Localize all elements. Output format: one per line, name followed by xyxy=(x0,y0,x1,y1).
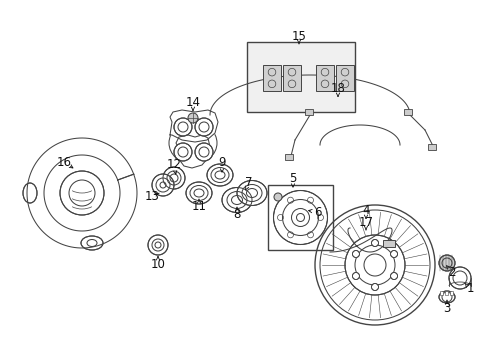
Text: 12: 12 xyxy=(166,158,181,171)
Circle shape xyxy=(195,143,213,161)
Circle shape xyxy=(273,193,282,201)
Text: 8: 8 xyxy=(233,208,240,221)
Text: 9: 9 xyxy=(218,157,225,170)
Polygon shape xyxy=(170,110,218,142)
Text: 17: 17 xyxy=(358,216,373,229)
Circle shape xyxy=(60,171,104,215)
Circle shape xyxy=(148,235,168,255)
Bar xyxy=(382,240,394,247)
Text: 5: 5 xyxy=(289,171,296,184)
Text: 1: 1 xyxy=(465,283,473,296)
Bar xyxy=(267,185,332,250)
Text: 10: 10 xyxy=(150,258,165,271)
Ellipse shape xyxy=(81,236,103,250)
Ellipse shape xyxy=(169,122,217,164)
Text: 15: 15 xyxy=(291,30,306,42)
Text: 3: 3 xyxy=(443,302,450,315)
Circle shape xyxy=(448,267,470,289)
Ellipse shape xyxy=(222,188,251,212)
Text: 13: 13 xyxy=(144,189,159,202)
Bar xyxy=(246,42,354,112)
Text: 14: 14 xyxy=(185,95,200,108)
Text: 16: 16 xyxy=(57,156,71,168)
Text: 6: 6 xyxy=(314,206,321,219)
Bar xyxy=(285,154,292,160)
Ellipse shape xyxy=(23,183,37,203)
Bar xyxy=(439,291,442,295)
Bar xyxy=(403,109,411,115)
Circle shape xyxy=(174,118,192,136)
Circle shape xyxy=(345,235,404,295)
Ellipse shape xyxy=(438,291,454,303)
Circle shape xyxy=(390,273,397,279)
Bar xyxy=(444,291,447,295)
Polygon shape xyxy=(176,135,209,168)
Circle shape xyxy=(371,284,378,291)
Circle shape xyxy=(371,239,378,247)
Bar xyxy=(263,65,280,91)
Bar xyxy=(427,144,435,150)
Circle shape xyxy=(438,255,454,271)
Circle shape xyxy=(195,118,213,136)
Bar xyxy=(283,65,300,91)
Ellipse shape xyxy=(185,182,212,204)
Bar xyxy=(305,109,312,115)
Circle shape xyxy=(163,167,184,189)
Text: 11: 11 xyxy=(191,201,206,213)
Bar xyxy=(449,291,452,295)
Circle shape xyxy=(152,174,174,196)
Circle shape xyxy=(390,251,397,257)
Bar xyxy=(336,65,353,91)
Circle shape xyxy=(273,190,327,244)
Circle shape xyxy=(352,273,359,279)
Ellipse shape xyxy=(237,180,266,206)
Text: 2: 2 xyxy=(447,266,455,279)
Circle shape xyxy=(174,143,192,161)
Text: 4: 4 xyxy=(362,203,369,216)
Ellipse shape xyxy=(206,164,232,186)
Text: 7: 7 xyxy=(245,176,252,189)
Circle shape xyxy=(352,251,359,257)
Text: 18: 18 xyxy=(330,81,345,94)
Circle shape xyxy=(187,113,198,123)
Bar xyxy=(316,65,333,91)
